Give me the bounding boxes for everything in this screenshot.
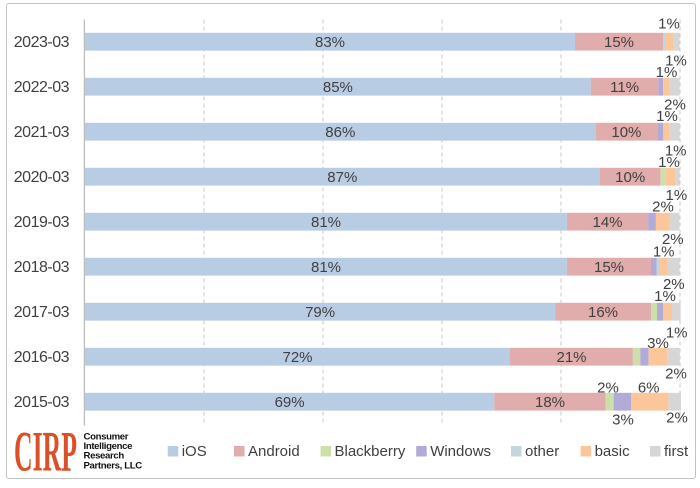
svg-text:3%: 3% bbox=[647, 335, 669, 352]
svg-text:3%: 3% bbox=[612, 412, 634, 429]
svg-text:15%: 15% bbox=[594, 259, 624, 276]
svg-text:Windows: Windows bbox=[430, 443, 491, 460]
svg-text:1%: 1% bbox=[658, 154, 680, 171]
svg-text:72%: 72% bbox=[282, 349, 312, 366]
svg-text:basic: basic bbox=[595, 443, 631, 460]
svg-text:1%: 1% bbox=[666, 187, 688, 204]
svg-text:2%: 2% bbox=[665, 366, 687, 383]
svg-text:14%: 14% bbox=[592, 214, 622, 231]
svg-text:6%: 6% bbox=[638, 380, 660, 397]
svg-text:15%: 15% bbox=[604, 34, 634, 51]
svg-text:1%: 1% bbox=[665, 143, 687, 160]
svg-text:2%: 2% bbox=[663, 276, 685, 293]
svg-text:2019-03: 2019-03 bbox=[14, 214, 70, 231]
svg-text:1%: 1% bbox=[665, 53, 687, 70]
svg-text:1%: 1% bbox=[654, 288, 676, 305]
svg-text:first: first bbox=[664, 443, 689, 460]
svg-text:87%: 87% bbox=[327, 169, 357, 186]
svg-text:Intelligence: Intelligence bbox=[84, 441, 133, 452]
svg-text:1%: 1% bbox=[666, 324, 688, 341]
svg-text:16%: 16% bbox=[588, 304, 618, 321]
svg-text:21%: 21% bbox=[556, 349, 586, 366]
svg-text:Android: Android bbox=[248, 443, 300, 460]
svg-text:2016-03: 2016-03 bbox=[14, 349, 70, 366]
svg-text:2020-03: 2020-03 bbox=[14, 169, 70, 186]
svg-text:2%: 2% bbox=[664, 97, 686, 114]
svg-text:2%: 2% bbox=[597, 380, 619, 397]
svg-text:2018-03: 2018-03 bbox=[14, 259, 70, 276]
svg-text:2017-03: 2017-03 bbox=[14, 304, 70, 321]
svg-text:81%: 81% bbox=[311, 259, 341, 276]
svg-text:Consumer: Consumer bbox=[84, 431, 129, 442]
svg-text:1%: 1% bbox=[656, 108, 678, 125]
svg-text:CIRP: CIRP bbox=[14, 421, 77, 484]
svg-text:2%: 2% bbox=[652, 199, 674, 216]
svg-text:10%: 10% bbox=[615, 169, 645, 186]
svg-text:2%: 2% bbox=[662, 231, 684, 248]
svg-text:Partners, LLC: Partners, LLC bbox=[84, 460, 143, 471]
svg-text:2%: 2% bbox=[666, 410, 688, 427]
svg-text:86%: 86% bbox=[325, 124, 355, 141]
svg-text:iOS: iOS bbox=[182, 443, 207, 460]
svg-text:1%: 1% bbox=[658, 16, 680, 33]
svg-text:69%: 69% bbox=[275, 394, 305, 411]
svg-text:11%: 11% bbox=[610, 79, 639, 96]
svg-text:2022-03: 2022-03 bbox=[14, 79, 70, 96]
svg-text:83%: 83% bbox=[315, 34, 345, 51]
svg-text:Research: Research bbox=[84, 451, 125, 462]
svg-text:85%: 85% bbox=[323, 79, 353, 96]
svg-text:Blackberry: Blackberry bbox=[335, 443, 406, 460]
svg-text:1%: 1% bbox=[653, 244, 675, 261]
svg-text:79%: 79% bbox=[305, 304, 335, 321]
svg-text:1%: 1% bbox=[656, 64, 678, 81]
svg-text:10%: 10% bbox=[611, 124, 641, 141]
svg-text:18%: 18% bbox=[535, 394, 565, 411]
svg-text:other: other bbox=[525, 443, 559, 460]
svg-text:2023-03: 2023-03 bbox=[14, 34, 70, 51]
svg-text:81%: 81% bbox=[311, 214, 341, 231]
svg-text:2021-03: 2021-03 bbox=[14, 124, 70, 141]
svg-text:2015-03: 2015-03 bbox=[14, 394, 70, 411]
